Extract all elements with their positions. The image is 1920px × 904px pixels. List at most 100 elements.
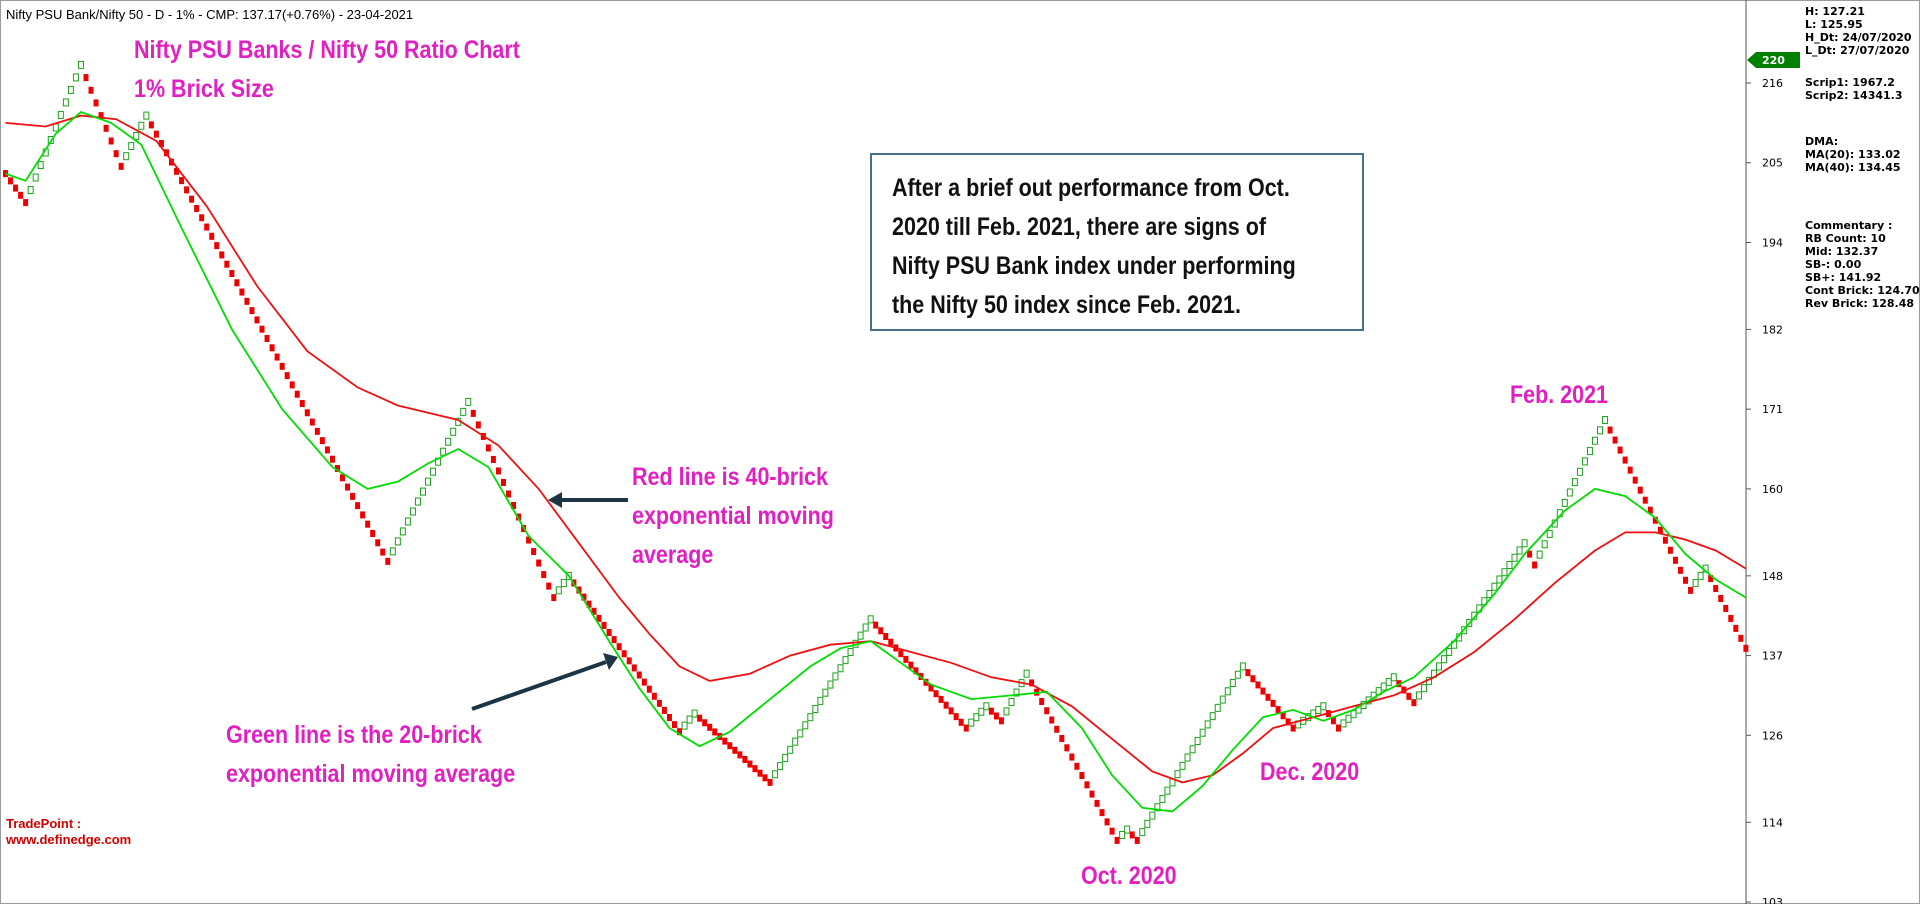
renko-brick-up bbox=[1496, 575, 1503, 584]
info-line: MA(20): 133.02 bbox=[1805, 148, 1901, 161]
renko-brick-down bbox=[953, 713, 959, 721]
renko-brick-down bbox=[531, 548, 537, 556]
renko-brick-up bbox=[1561, 498, 1568, 507]
renko-brick-down bbox=[1718, 594, 1724, 602]
ema20-line bbox=[5, 110, 1747, 813]
renko-brick-up bbox=[787, 745, 794, 754]
info-group-commentary: Commentary : RB Count: 10 Mid: 132.37 SB… bbox=[1805, 219, 1920, 310]
renko-brick-down bbox=[702, 719, 708, 727]
renko-brick-up bbox=[1159, 794, 1166, 803]
red-line-arrow bbox=[548, 492, 628, 508]
renko-brick-down bbox=[385, 557, 391, 565]
renko-brick-up bbox=[1184, 753, 1191, 762]
renko-brick-down bbox=[712, 728, 718, 736]
renko-brick-down bbox=[747, 760, 753, 768]
renko-brick-up bbox=[782, 753, 789, 762]
renko-brick-down bbox=[279, 362, 285, 370]
renko-brick-down bbox=[621, 650, 627, 658]
renko-brick-down bbox=[153, 130, 159, 138]
renko-brick-down bbox=[631, 664, 637, 672]
renko-brick-up bbox=[1415, 691, 1422, 700]
info-line: RB Count: 10 bbox=[1805, 232, 1886, 245]
renko-brick-down bbox=[1079, 772, 1085, 780]
renko-brick-up bbox=[802, 721, 809, 730]
renko-brick-up bbox=[414, 497, 421, 506]
renko-brick-down bbox=[1632, 476, 1638, 484]
renko-brick-up bbox=[1239, 662, 1246, 671]
renko-brick-down bbox=[626, 657, 632, 665]
dec-2020-label: Dec. 2020 bbox=[1260, 758, 1360, 786]
renko-brick-down bbox=[470, 409, 476, 417]
renko-brick-up bbox=[842, 656, 849, 665]
renko-brick-down bbox=[697, 714, 703, 722]
renko-brick-down bbox=[88, 86, 94, 94]
renko-brick-down bbox=[888, 638, 894, 646]
renko-brick-up bbox=[1571, 478, 1578, 487]
renko-brick-up bbox=[1320, 702, 1327, 711]
renko-brick-up bbox=[128, 142, 135, 151]
renko-brick-down bbox=[259, 325, 265, 333]
renko-brick-down bbox=[752, 765, 758, 773]
commentary-line: Nifty PSU Bank index under performing bbox=[892, 252, 1296, 280]
renko-brick-up bbox=[27, 186, 34, 195]
renko-brick-down bbox=[340, 474, 346, 482]
renko-brick-down bbox=[1652, 516, 1658, 524]
renko-brick-down bbox=[616, 643, 622, 651]
renko-brick-down bbox=[365, 520, 371, 528]
renko-brick-down bbox=[1406, 692, 1412, 700]
renko-brick-down bbox=[646, 685, 652, 693]
renko-brick-up bbox=[1345, 714, 1352, 723]
renko-brick-down bbox=[360, 511, 366, 519]
renko-brick-up bbox=[560, 579, 567, 588]
renko-brick-up bbox=[973, 713, 980, 722]
renko-brick-down bbox=[1637, 486, 1643, 494]
renko-brick-down bbox=[948, 707, 954, 715]
renko-brick-up bbox=[978, 707, 985, 716]
renko-brick-down bbox=[375, 539, 381, 547]
renko-brick-down bbox=[319, 437, 325, 445]
renko-brick-down bbox=[1627, 466, 1633, 474]
renko-brick-up bbox=[445, 437, 452, 446]
renko-brick-up bbox=[389, 547, 396, 556]
info-line: SB-: 0.00 bbox=[1805, 258, 1862, 271]
info-line: SB+: 141.92 bbox=[1805, 271, 1882, 284]
renko-brick-down bbox=[314, 427, 320, 435]
renko-brick-down bbox=[334, 464, 340, 472]
renko-brick-up bbox=[1144, 819, 1151, 828]
renko-brick-up bbox=[1586, 447, 1593, 456]
renko-brick-down bbox=[1265, 693, 1271, 701]
info-line: Scrip2: 14341.3 bbox=[1805, 89, 1903, 102]
renko-brick-down bbox=[661, 706, 667, 714]
renko-brick-down bbox=[1280, 712, 1286, 720]
info-line: Scrip1: 1967.2 bbox=[1805, 76, 1895, 89]
info-line: Commentary : bbox=[1805, 219, 1893, 232]
renko-brick-up bbox=[138, 121, 145, 130]
renko-brick-down bbox=[294, 390, 300, 398]
renko-brick-up bbox=[1506, 560, 1513, 569]
renko-brick-up bbox=[1581, 457, 1588, 466]
renko-brick-down bbox=[18, 191, 24, 199]
renko-brick-down bbox=[355, 502, 361, 510]
renko-brick-down bbox=[179, 177, 185, 185]
renko-brick-up bbox=[867, 615, 874, 624]
renko-brick-down bbox=[239, 288, 245, 296]
renko-brick-down bbox=[1683, 576, 1689, 584]
renko-brick-up bbox=[143, 111, 150, 120]
renko-brick-up bbox=[1013, 688, 1020, 697]
renko-brick-down bbox=[1275, 706, 1281, 714]
price-axis-tick-label: 182 bbox=[1762, 323, 1783, 336]
renko-brick-up bbox=[72, 73, 79, 82]
renko-brick-down bbox=[234, 279, 240, 287]
renko-brick-down bbox=[254, 316, 260, 324]
renko-brick-down bbox=[1044, 707, 1050, 715]
renko-brick-down bbox=[641, 678, 647, 686]
renko-brick-down bbox=[108, 137, 114, 145]
renko-brick-down bbox=[742, 755, 748, 763]
renko-brick-up bbox=[399, 527, 406, 536]
renko-brick-down bbox=[943, 701, 949, 709]
renko-brick-down bbox=[1260, 687, 1266, 695]
renko-brick-down bbox=[118, 162, 124, 170]
renko-brick-up bbox=[1124, 825, 1131, 834]
renko-brick-down bbox=[1708, 575, 1714, 583]
red-line-annotation-3: average bbox=[632, 541, 714, 569]
